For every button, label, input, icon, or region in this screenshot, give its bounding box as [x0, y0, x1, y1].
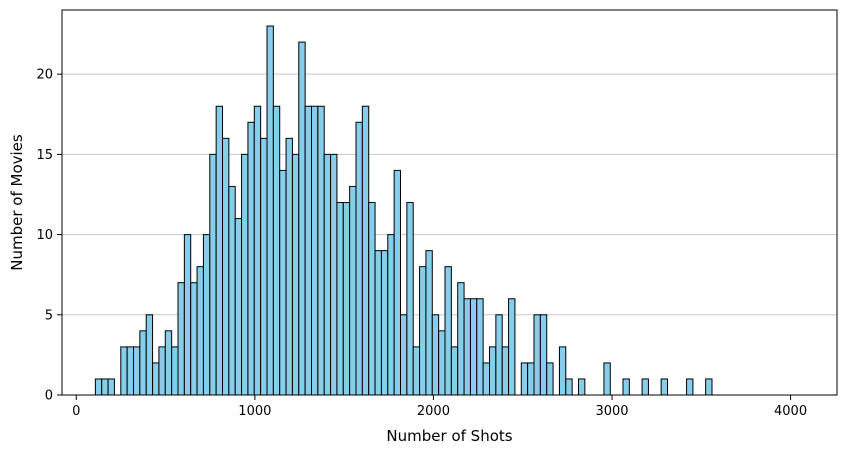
y-tick-label: 10 — [36, 228, 53, 243]
histogram-bar — [349, 185, 357, 396]
histogram-bar — [463, 298, 471, 396]
histogram-bar — [457, 282, 465, 396]
histogram-bar — [622, 378, 630, 396]
histogram-bar — [641, 378, 649, 396]
histogram-bar — [177, 282, 185, 396]
histogram-bar — [565, 378, 573, 396]
histogram-bar — [330, 153, 338, 396]
histogram-bar — [361, 105, 370, 396]
histogram-bar — [202, 234, 211, 396]
histogram-bar — [578, 378, 586, 396]
histogram-bar — [279, 169, 287, 396]
histogram-bar — [431, 314, 440, 396]
histogram-bars — [94, 25, 713, 396]
histogram-bar — [291, 153, 300, 396]
histogram-bar — [139, 330, 147, 396]
x-axis-ticks: 0 1000 2000 3000 4000 — [72, 395, 807, 419]
histogram-bar — [215, 105, 223, 396]
histogram-bar — [533, 314, 541, 396]
histogram-bar — [482, 362, 490, 396]
histogram-bar — [705, 378, 713, 396]
histogram-bar — [323, 153, 332, 396]
histogram-bar — [527, 362, 535, 396]
histogram-bar — [469, 298, 478, 396]
histogram-bar — [247, 121, 255, 396]
x-tick-label: 3000 — [595, 404, 628, 419]
histogram-bar — [355, 121, 363, 396]
plot-area-frame — [61, 9, 838, 396]
histogram-bar — [298, 41, 306, 396]
histogram-bar — [304, 105, 312, 396]
y-tick-label: 5 — [45, 308, 53, 323]
histogram-bar — [539, 314, 548, 396]
y-axis-ticks: 0 5 10 15 20 — [36, 68, 62, 404]
y-tick-label: 20 — [36, 68, 53, 83]
histogram-bar — [476, 298, 484, 396]
x-tick-label: 0 — [72, 404, 80, 419]
histogram-bar — [406, 202, 414, 396]
histogram-bar — [450, 346, 459, 396]
histogram-bar — [234, 218, 243, 396]
histogram-bar — [126, 346, 135, 396]
histogram-bar — [603, 362, 611, 396]
histogram-bar — [101, 378, 109, 396]
histogram-bar — [520, 362, 529, 396]
histogram-bar — [393, 169, 401, 396]
histogram-bar — [196, 266, 204, 396]
histogram-bar — [317, 105, 325, 396]
histogram-bar — [489, 346, 497, 396]
histogram-bar — [158, 346, 166, 396]
histogram-bar — [120, 346, 128, 396]
histogram-bar — [368, 202, 376, 396]
histogram-bar — [266, 25, 274, 396]
histogram-bar — [285, 137, 293, 396]
histogram-bar — [438, 330, 446, 396]
x-tick-label: 1000 — [238, 404, 271, 419]
histogram-bar — [145, 314, 154, 396]
histogram-bar — [107, 378, 115, 396]
histogram-bar — [660, 378, 669, 396]
histogram-bar — [374, 250, 382, 396]
histogram-bar — [222, 137, 230, 396]
histogram-bar — [228, 185, 236, 396]
histogram-bar — [400, 314, 408, 396]
histogram-bar — [183, 234, 192, 396]
y-tick-label: 0 — [45, 389, 53, 404]
histogram-bar — [253, 105, 262, 396]
histogram-bar — [558, 346, 567, 396]
histogram-bar — [311, 105, 319, 396]
histogram-bar — [546, 362, 554, 396]
histogram-bar — [260, 137, 268, 396]
histogram-bar — [412, 346, 421, 396]
histogram-bar — [508, 298, 516, 396]
histogram-bar — [241, 153, 249, 396]
histogram-bar — [133, 346, 141, 396]
histogram-bar — [686, 378, 694, 396]
histogram-bar — [387, 234, 395, 396]
x-axis-title: Number of Shots — [386, 427, 512, 445]
histogram-bar — [419, 266, 427, 396]
histogram-bar — [444, 266, 452, 396]
histogram-bar — [209, 153, 217, 396]
x-tick-label: 2000 — [417, 404, 450, 419]
histogram-bar — [94, 378, 103, 396]
histogram-bar — [501, 346, 510, 396]
y-tick-label: 15 — [36, 148, 53, 163]
histogram-bar — [171, 346, 179, 396]
histogram-bar — [495, 314, 503, 396]
histogram-bar — [272, 105, 281, 396]
histogram-bar — [342, 202, 351, 396]
x-tick-label: 4000 — [774, 404, 807, 419]
histogram-bar — [190, 282, 198, 396]
histogram-bar — [336, 202, 344, 396]
histogram-bar — [152, 362, 160, 396]
histogram-bar — [164, 330, 173, 396]
histogram-bar — [425, 250, 433, 396]
histogram-bar — [380, 250, 389, 396]
y-axis-title: Number of Movies — [8, 134, 26, 271]
